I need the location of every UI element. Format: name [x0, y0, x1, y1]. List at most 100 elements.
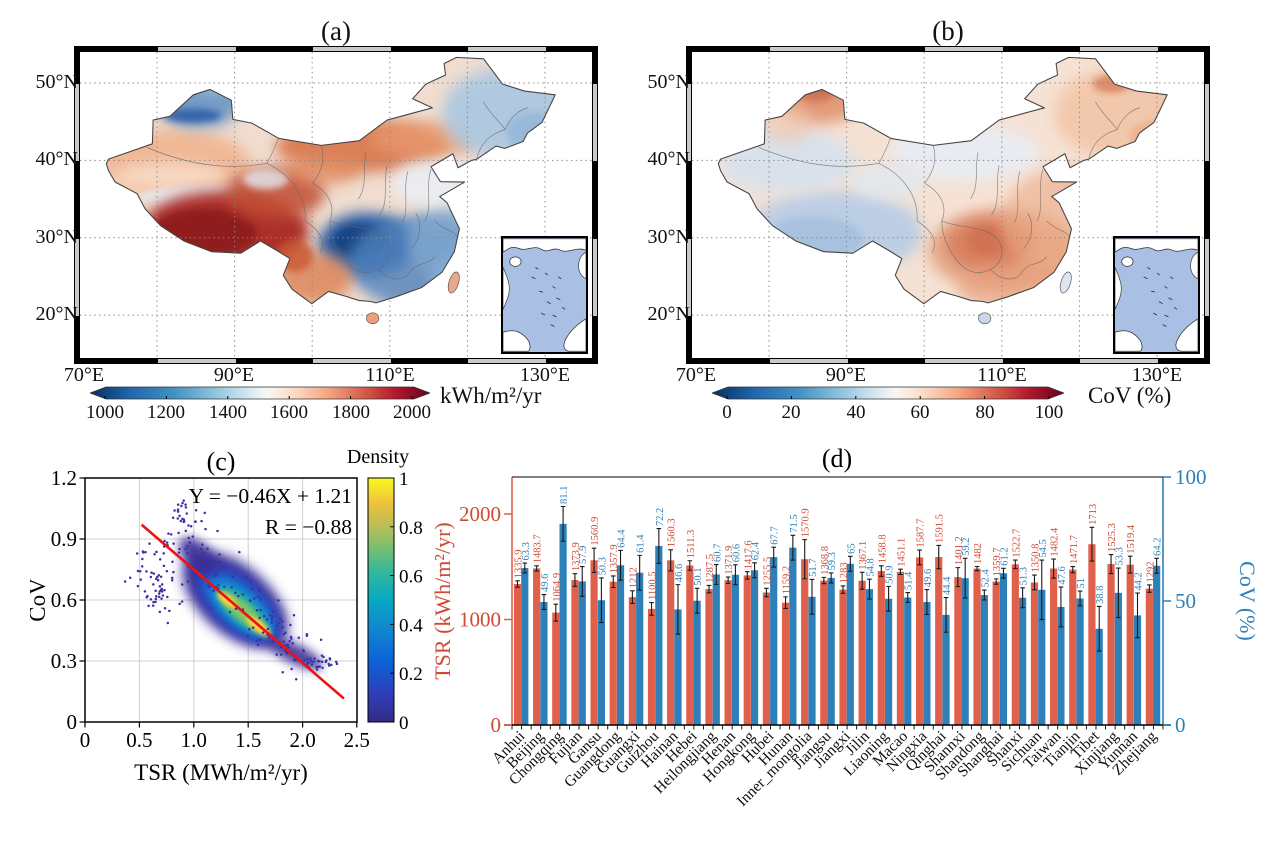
scatter-dot — [136, 584, 140, 588]
map-a-frame-left — [74, 46, 80, 364]
map-b-xtick-110e: 110°E — [977, 364, 1027, 386]
scatter-dot — [249, 580, 253, 583]
scatter-dot — [255, 609, 259, 612]
colorbar-a — [90, 386, 430, 400]
china-outline — [105, 56, 556, 305]
scatter-dot — [184, 529, 188, 533]
scatter-dot — [136, 569, 140, 573]
error-bar-cov — [675, 584, 681, 635]
bar-value-label: 46.6 — [674, 564, 685, 582]
d-ytick-right: 100 — [1175, 465, 1207, 489]
scatter-dot — [252, 597, 256, 600]
d-ytick-left: 2000 — [459, 502, 501, 526]
bar-value-label: 64.4 — [617, 529, 628, 548]
south-china-sea-inset-b — [1113, 236, 1200, 354]
map-b-frame-right — [1204, 46, 1210, 364]
bar-value-label: 1350.8 — [1030, 544, 1041, 573]
error-bar-tsr — [687, 560, 693, 571]
scatter-dot — [184, 506, 188, 509]
province-borders — [758, 101, 1141, 280]
bar-cov — [693, 600, 701, 725]
bar-tsr — [858, 580, 866, 725]
category-labels-layer: AnhuiBeijingChongqingFujianGansuGuangdon… — [489, 727, 1160, 810]
scatter-dot — [210, 564, 213, 568]
bar-value-label: 49.6 — [540, 574, 551, 592]
scatter-dot — [199, 547, 203, 551]
scatter-dot — [234, 607, 238, 610]
bar-value-label: 61.4 — [636, 534, 647, 553]
bar-value-label: 1471.7 — [1069, 535, 1080, 564]
scatter-dot — [279, 653, 283, 656]
scatter-dot — [259, 598, 262, 601]
scatter-dot — [315, 665, 318, 669]
province-borders — [146, 101, 529, 280]
bar-panel: (d) 1335.963.3 1483.749.6 1064.981.11373.9… — [430, 444, 1260, 810]
error-bar-tsr — [534, 565, 539, 572]
bar-cov — [731, 574, 740, 725]
c-xlabel: TSR (MWh/m²/yr) — [134, 760, 308, 785]
bar-cov — [540, 601, 548, 725]
scatter-dot — [286, 643, 290, 646]
taiwan-island — [1059, 271, 1072, 294]
scatter-dot — [310, 659, 313, 663]
scatter-dot — [152, 600, 155, 604]
map-a — [74, 46, 598, 364]
colorbar-b — [712, 386, 1064, 400]
bar-cov — [655, 545, 663, 725]
error-bar-tsr — [802, 539, 808, 580]
scatter-dot — [328, 657, 332, 660]
bar-value-label: 1560.9 — [590, 517, 601, 546]
bar-cov — [1095, 628, 1103, 725]
bar-value-label: 63.3 — [521, 542, 532, 560]
error-bar-cov — [522, 562, 528, 574]
scatter-dot — [204, 527, 207, 531]
scatter-dot — [200, 519, 203, 523]
c-xtick: 1.5 — [235, 728, 261, 752]
bar-value-label: 50.1 — [693, 567, 704, 585]
bar-tsr — [801, 559, 809, 725]
inset-islands — [531, 266, 566, 327]
scatter-dot — [149, 575, 153, 579]
cbar-b-tick-100: 100 — [1034, 402, 1064, 423]
scatter-dot — [139, 578, 143, 581]
scatter-dot — [320, 654, 324, 657]
bar-tsr — [877, 571, 885, 725]
scatter-dot — [142, 551, 145, 554]
scatter-dot — [265, 618, 269, 621]
scatter-dot — [166, 595, 169, 599]
c-xtick: 0 — [80, 728, 91, 752]
bar-value-label: 1212 — [628, 567, 639, 588]
bar-value-label: 60.6 — [731, 544, 742, 562]
bar-tsr — [1145, 588, 1153, 725]
bar-value-label: 50.9 — [885, 565, 896, 583]
error-bar-cov — [962, 557, 968, 599]
scatter-dot — [285, 651, 289, 655]
scatter-dot — [247, 628, 251, 631]
bar-tsr — [513, 584, 522, 725]
cbar-a-tick-1200: 1200 — [147, 402, 185, 423]
bar-cov — [750, 570, 759, 725]
error-bar-tsr — [725, 576, 731, 584]
scatter-dot — [155, 577, 158, 581]
error-bar-tsr — [515, 580, 520, 588]
scatter-dot — [256, 595, 260, 598]
scatter-dot — [220, 565, 224, 568]
bar-tsr — [1107, 564, 1115, 725]
right-axis-ticks — [1163, 476, 1171, 726]
bar-cov — [1153, 565, 1161, 725]
bar-tsr — [1126, 564, 1134, 725]
bar-value-label: 67.7 — [770, 526, 781, 544]
bar-value-label: 1159.2 — [782, 566, 793, 595]
error-bar-tsr — [1032, 574, 1037, 591]
error-bar-tsr — [878, 565, 884, 577]
density-colorbar-ticks — [390, 477, 394, 723]
bar-value-label: 1587.7 — [916, 519, 927, 548]
cbar-b-tick-60: 60 — [910, 402, 930, 423]
scatter-dot — [154, 600, 157, 604]
scatter-dot — [305, 657, 309, 661]
map-a-xtick-110e: 110°E — [365, 364, 415, 386]
bar-cov — [865, 589, 874, 725]
map-b-xtick-70e: 70°E — [675, 364, 717, 386]
scatter-dot — [245, 575, 249, 579]
error-bar-tsr — [1070, 565, 1076, 574]
